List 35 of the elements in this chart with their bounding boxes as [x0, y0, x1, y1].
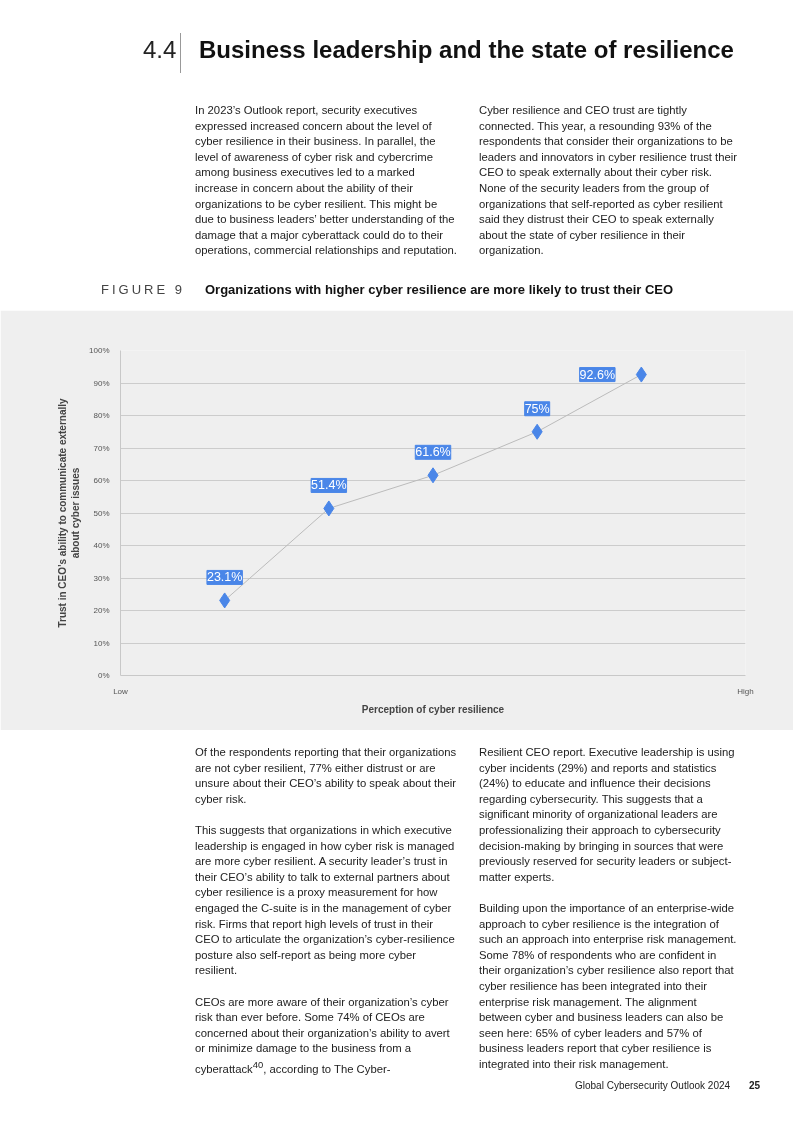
data-label: 51.4%	[311, 478, 347, 493]
y-tick-label: 60%	[93, 476, 110, 485]
y-tick-label: 30%	[93, 573, 110, 583]
text: Of the respondents reporting that their organizations are not cyber resilient, 77% either distrust or are unsure about their CEO’s ability to speak about their cyber risk. This suggests that organizations in which executive leadership is engaged in how cyber risk is managed are more cyber resilient. A security leader’s trust in their CEO’s ability to talk to external partners about cyber resilience is a proxy measurement for how engaged the C-suite is in the management of cyber risk. Firms that report high levels of trust in their CEO to articulate the organization’s cyber-resilience posture also self-report as being more cyber resilient. CEOs are more aware of their organization’s cyber risk than ever before. Some 74% of CEOs are concerned about their organization’s ability to avert or minimize damage to the business from a cyberattack$^{40}$, according to The Cyber-	[195, 746, 457, 1075]
y-tick-label: 0%	[97, 671, 110, 680]
text: Business leadership and the state of resilience	[199, 35, 734, 65]
y-tick-label: 20%	[93, 606, 110, 615]
point	[323, 500, 335, 517]
y-tick-label: 10%	[93, 638, 110, 648]
x-axis-title: Perception of cyber resilience	[361, 703, 505, 715]
y-tick-label: 100%	[89, 346, 110, 355]
y-axis-title: Trust in CEO’s ability to communicate externally about cyber issues	[56, 397, 82, 628]
data-label: 92.6%	[579, 367, 616, 382]
y-tick-label: 50%	[93, 508, 110, 518]
y-tick-label: 90%	[93, 378, 110, 388]
data-label: 75%	[524, 401, 550, 416]
y-tick-label: 80%	[93, 411, 110, 420]
text: Resilient CEO report. Executive leadership is using cyber incidents (29%) and reports and statistics (24%) to educate and influence their decisions regarding cybersecurity. This suggests that a significant minority of organizational leaders are professionalizing their approach to cybersecurity decision-making by bringing in sources that were previously reserved for security leaders or subject-matter experts. Building upon the importance of an enterprise-wide approach to cyber resilience is the integration of such an approach into enterprise risk management. Some 78% of respondents who are confident in their organization’s cyber resilience also report that cyber resilience has been integrated into their enterprise risk management. The alignment between cyber and business leaders can also be seen here: 65% of cyber leaders and 57% of business leaders report that cyber resilience is integrated into their risk management.	[479, 746, 737, 1070]
text: Cyber resilience and CEO trust are tightly connected. This year, a resounding 93% of the respondents that consider their organizations to be leaders and innovators in cyber resilience trust their CEO to speak externally about their cyber risk. None of the security leaders from the group of organizations that self-reported as cyber resilient said they distrust their CEO to speak externally about the state of cyber resilience in their organization.	[479, 104, 738, 257]
x-tick-label: High	[737, 686, 754, 696]
text: 4.4	[143, 35, 177, 65]
point	[531, 423, 543, 440]
data-label: 61.6%	[415, 445, 451, 460]
text: In 2023’s Outlook report, security executives expressed increased concern about the level of cyber resilience in their business. In parallel, the level of awareness of cyber risk and cybercrime among business executives led to a marked increase in concern about the ability of their organizations to be cyber resilient. This might be due to business leaders’ better understanding of the damage that a major cyberattack could do to their operations, commercial relationships and reputation.	[195, 104, 457, 257]
text: Global Cybersecurity Outlook 2024	[575, 1079, 731, 1093]
x-tick-label: Low	[113, 686, 129, 696]
chart-title: Organizations with higher cyber resilience are more likely to trust their CEO	[205, 281, 674, 299]
y-tick-label: 40%	[93, 541, 110, 550]
point	[635, 366, 647, 383]
text: 25	[749, 1079, 761, 1093]
caption: FIGURE 9	[101, 281, 185, 299]
data-label: 23.1%	[206, 570, 243, 585]
point	[219, 592, 231, 609]
point	[427, 467, 439, 484]
y-tick-label: 70%	[93, 443, 110, 453]
